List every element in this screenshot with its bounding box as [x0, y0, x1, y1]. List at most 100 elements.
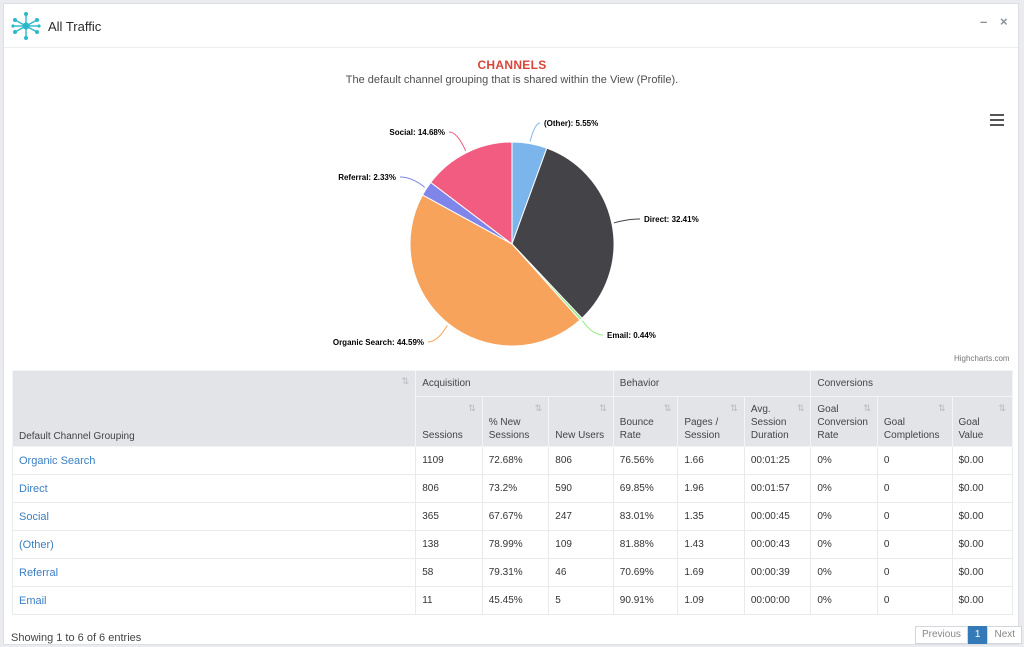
table-cell: 69.85%: [612, 474, 679, 503]
channel-link[interactable]: (Other): [11, 530, 417, 559]
table-cell: 0%: [810, 558, 878, 587]
sort-icon: ⇅: [401, 376, 410, 386]
col-header-0[interactable]: ⇅ Sessions: [415, 396, 483, 447]
table-cell: $0.00: [951, 474, 1013, 503]
channel-link[interactable]: Email: [11, 586, 417, 615]
table-cell: $0.00: [951, 558, 1013, 587]
pagination: Previous 1 Next: [915, 626, 1023, 644]
minimize-button[interactable]: –: [980, 14, 988, 29]
pie-label: Social: 14.68%: [389, 128, 445, 137]
group-header-behavior: Behavior: [612, 370, 812, 397]
sort-icon: ⇅: [730, 403, 738, 413]
col-header-channel[interactable]: ⇅ Default Channel Grouping: [11, 370, 417, 447]
next-button[interactable]: Next: [987, 626, 1023, 644]
channel-link[interactable]: Direct: [11, 474, 417, 503]
channel-link[interactable]: Referral: [11, 558, 417, 587]
table-cell: 0%: [810, 474, 878, 503]
pie-slice-direct[interactable]: [511, 147, 615, 319]
table-row: (Other) 138 78.99% 109 81.88% 1.43 00:00:43 0% 0…: [11, 530, 1013, 559]
table-cell: $0.00: [951, 586, 1013, 615]
sort-icon: ⇅: [937, 403, 946, 413]
table-cell: 1.43: [677, 530, 745, 559]
previous-button[interactable]: Previous: [915, 626, 968, 644]
pie-label: Referral: 2.33%: [338, 173, 396, 182]
table-row: Referral 58 79.31% 46 70.69% 1.69 00:00:39 0% 0 $…: [11, 558, 1013, 587]
table-cell: 365: [415, 502, 483, 531]
page-1-button[interactable]: 1: [967, 626, 988, 644]
pie-slice-social[interactable]: [430, 141, 513, 246]
network-logo-icon: [11, 12, 41, 40]
table-cell: 0: [876, 586, 953, 615]
table-row: Organic Search 1109 72.68% 806 76.56% 1.66 00:…: [11, 446, 1013, 475]
table-cell: 46: [548, 558, 614, 587]
col-header-5[interactable]: ⇅ Avg. Session Duration: [743, 396, 812, 447]
pie-slice-organic-search[interactable]: [409, 194, 581, 347]
col-header-7[interactable]: ⇅ Goal Completions: [876, 396, 953, 447]
sort-icon: ⇅: [998, 403, 1006, 413]
table-cell: 79.31%: [481, 558, 550, 587]
pie-label: (Other): 5.55%: [544, 119, 598, 128]
sort-icon: ⇅: [796, 403, 805, 413]
chart-title: CHANNELS: [477, 58, 547, 72]
col-header-6[interactable]: ⇅ Goal Conversion Rate: [810, 396, 878, 447]
sort-icon: ⇅: [599, 403, 607, 413]
table-cell: 00:00:43: [743, 530, 812, 559]
table-cell: 00:01:25: [743, 446, 812, 475]
window-title: All Traffic: [48, 19, 102, 34]
chart-menu-icon[interactable]: [990, 114, 1004, 126]
col-header-2[interactable]: ⇅ New Users: [548, 396, 614, 447]
table-cell: 45.45%: [481, 586, 550, 615]
col-header-3[interactable]: ⇅ Bounce Rate: [612, 396, 679, 447]
table-cell: 590: [548, 474, 614, 503]
window-titlebar: All Traffic – ×: [4, 4, 1018, 48]
table-cell: 58: [415, 558, 483, 587]
chart-credit[interactable]: Highcharts.com: [954, 354, 1010, 363]
table-cell: 0: [876, 530, 953, 559]
channels-table: ⇅ Default Channel Grouping Acquisition Be…: [11, 370, 1013, 615]
table-cell: 109: [548, 530, 614, 559]
sort-icon: ⇅: [468, 403, 476, 413]
table-cell: 1109: [415, 446, 483, 475]
group-header-acquisition: Acquisition: [415, 370, 614, 397]
sort-icon: ⇅: [863, 403, 871, 413]
table-cell: 81.88%: [612, 530, 679, 559]
table-cell: 70.69%: [612, 558, 679, 587]
table-cell: 1.09: [677, 586, 745, 615]
table-cell: 0%: [810, 586, 878, 615]
pie-label: Direct: 32.41%: [644, 215, 699, 224]
table-row: Social 365 67.67% 247 83.01% 1.35 00:00:45 0% 0 $…: [11, 502, 1013, 531]
sort-icon: ⇅: [534, 403, 543, 413]
table-cell: 1.69: [677, 558, 745, 587]
channel-link[interactable]: Organic Search: [11, 446, 417, 475]
pie-label: Organic Search: 44.59%: [333, 338, 424, 347]
table-cell: 0%: [810, 446, 878, 475]
col-header-4[interactable]: ⇅ Pages / Session: [677, 396, 745, 447]
channels-pie-chart: (Other): 5.55% Direct: 32.41% Email: 0.44%…: [333, 119, 699, 347]
table-cell: 67.67%: [481, 502, 550, 531]
table-cell: 00:00:39: [743, 558, 812, 587]
channel-link[interactable]: Social: [11, 502, 417, 531]
table-cell: 83.01%: [612, 502, 679, 531]
pie-connector: [448, 131, 467, 152]
col-header-8[interactable]: ⇅ Goal Value: [951, 396, 1013, 447]
table-row: Direct 806 73.2% 590 69.85% 1.96 00:01:57 0% 0 $0…: [11, 474, 1013, 503]
pie-label: Email: 0.44%: [607, 331, 656, 340]
close-button[interactable]: ×: [1000, 14, 1008, 29]
table-cell: 0%: [810, 530, 878, 559]
pie-connector: [613, 218, 641, 224]
table-cell: 5: [548, 586, 614, 615]
table-cell: 138: [415, 530, 483, 559]
pie-connector: [529, 122, 541, 142]
table-cell: 00:01:57: [743, 474, 812, 503]
group-header-conversions: Conversions: [810, 370, 1013, 397]
table-cell: 0: [876, 474, 953, 503]
chart-subtitle: The default channel grouping that is sha…: [345, 74, 679, 86]
pie-connector: [399, 176, 426, 188]
pie-connector: [427, 325, 448, 343]
table-cell: $0.00: [951, 502, 1013, 531]
traffic-window: All Traffic – × CHANNELS The default cha…: [3, 3, 1023, 645]
table-cell: 0: [876, 502, 953, 531]
col-header-1[interactable]: ⇅% New Sessions: [481, 396, 550, 447]
table-cell: 1.35: [677, 502, 745, 531]
table-row: Email 11 45.45% 5 90.91% 1.09 00:00:00 0% 0 $0.00: [11, 586, 1013, 615]
